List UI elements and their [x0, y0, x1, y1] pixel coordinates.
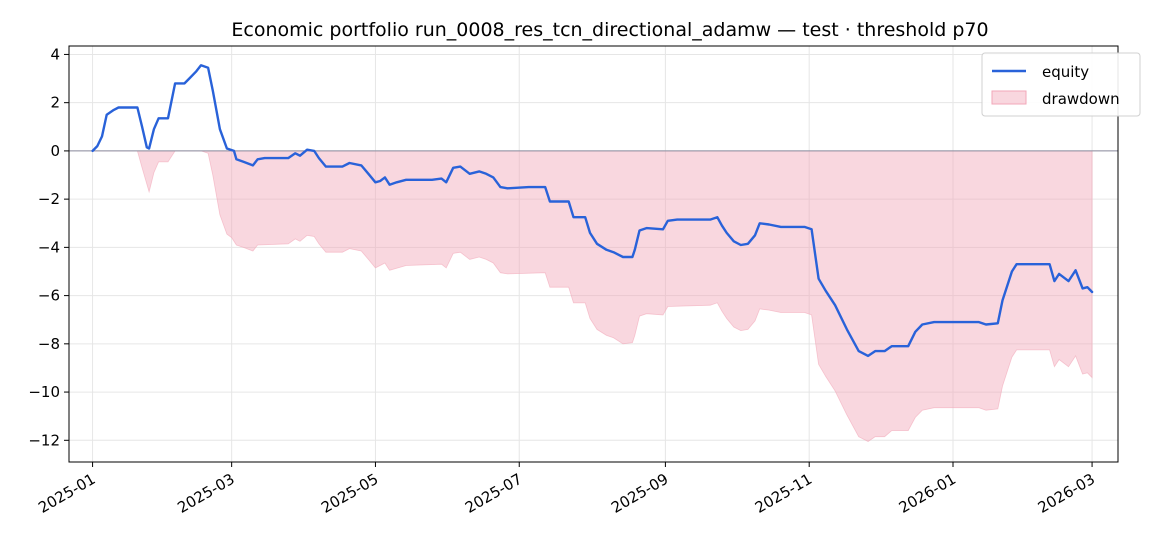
legend-equity-label: equity — [1042, 63, 1089, 81]
legend-drawdown-swatch — [991, 90, 1027, 105]
drawdown-series — [92, 150, 1093, 442]
y-tick-label: −12 — [28, 431, 60, 449]
chart-title: Economic portfolio run_0008_res_tcn_dire… — [231, 19, 988, 41]
legend: equity drawdown — [981, 52, 1141, 117]
y-tick-label: −6 — [38, 287, 60, 305]
y-tick-label: −10 — [28, 383, 60, 401]
y-tick-label: −4 — [38, 238, 60, 256]
plot-frame — [68, 45, 1119, 463]
y-tick-label: −2 — [38, 190, 60, 208]
legend-box — [981, 52, 1141, 117]
drawdown-area — [92, 150, 1093, 442]
equity-series — [91, 64, 1094, 358]
equity-line — [91, 64, 1094, 358]
y-tick-label: −8 — [38, 335, 60, 353]
y-tick-label: 0 — [50, 142, 60, 160]
y-tick-label: 4 — [50, 45, 60, 63]
legend-drawdown-label: drawdown — [1042, 90, 1120, 108]
y-tick-label: 2 — [50, 94, 60, 112]
y-axis: 4 2 0 −2 −4 −6 −8 −10 −12 — [28, 45, 69, 449]
